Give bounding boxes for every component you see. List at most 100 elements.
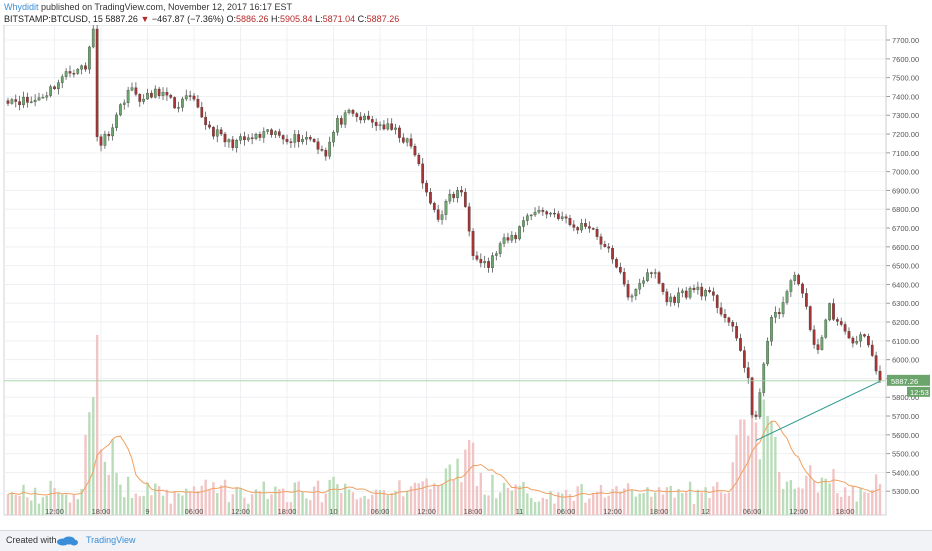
x-tick-label: 9 [145, 507, 149, 516]
volume-bar [254, 489, 258, 515]
candle-body [80, 65, 83, 70]
candle-body [184, 95, 188, 100]
author-link[interactable]: Whydidit [4, 2, 39, 12]
candle-body [289, 141, 293, 143]
volume-bar [797, 487, 800, 515]
volume-bar [747, 435, 750, 515]
volume-bar [216, 493, 219, 515]
candle-body [208, 124, 211, 128]
candle-body [471, 231, 475, 256]
price-chart[interactable]: 5300.00 5400.00 5500.00 5600.00 5700.00 5800.… [0, 25, 932, 519]
y-tick-label: 5700.00 [892, 412, 919, 421]
candle-body [494, 253, 498, 256]
y-tick-label: 7200.00 [892, 130, 919, 139]
candle-body [18, 101, 21, 106]
change-label: −467.87 (−7.36%) [151, 14, 224, 24]
volume-bar [727, 492, 731, 515]
volume-bar [836, 493, 839, 515]
volume-bar [673, 497, 676, 515]
candle-body [150, 92, 153, 98]
volume-bar [115, 472, 118, 515]
volume-bar [623, 488, 626, 515]
volume-bar [824, 478, 827, 515]
candle-body [859, 334, 862, 342]
candle-body [351, 109, 355, 114]
candle-body [867, 335, 870, 346]
candle-body [564, 216, 568, 219]
candle-body [785, 291, 789, 303]
ohlc-legend: BITSTAMP:BTCUSD, 15 5887.26 ▼ −467.87 (−… [4, 14, 399, 24]
candle-body [855, 341, 859, 344]
candle-body [630, 295, 634, 298]
candle-body [572, 224, 576, 228]
candle-body [107, 133, 111, 137]
volume-bar [464, 449, 467, 515]
volume-bar [619, 491, 622, 515]
trendline [755, 380, 881, 441]
volume-bar [146, 482, 149, 515]
candle-body [781, 302, 785, 315]
candle-body [270, 129, 273, 135]
candle-body [324, 150, 328, 157]
volume-bar [642, 493, 645, 515]
volume-bar [130, 498, 134, 515]
volume-bar [510, 490, 514, 515]
candle-body [103, 133, 107, 146]
y-tick-label: 7100.00 [892, 149, 919, 158]
volume-bar [595, 491, 599, 515]
candle-body [138, 94, 142, 102]
candle-body [355, 113, 359, 117]
candle-body [715, 295, 719, 308]
candle-body [576, 227, 580, 231]
candle-body [525, 215, 529, 221]
volume-bar [45, 495, 48, 515]
candle-body [719, 307, 723, 315]
candle-body [591, 228, 595, 230]
x-tick-label: 18:00 [278, 507, 297, 516]
volume-bar [61, 494, 64, 515]
candle-body [53, 86, 56, 90]
volume-bar [669, 485, 672, 515]
volume-bar [626, 483, 630, 515]
volume-bar [169, 503, 172, 515]
countdown-label: 12:53 [910, 388, 929, 397]
volume-bar [363, 495, 366, 515]
candle-body [839, 321, 843, 325]
candle-body [99, 136, 103, 146]
candle-body [805, 293, 808, 307]
candle-body [607, 246, 611, 249]
plot-border [3, 25, 887, 516]
volume-bar [564, 489, 568, 515]
candle-body [88, 46, 91, 70]
volume-bar [281, 488, 285, 515]
volume-bar [708, 497, 711, 515]
candle-body [227, 139, 231, 143]
volume-bar [700, 492, 703, 515]
candle-body [243, 136, 246, 141]
volume-bar [580, 484, 583, 515]
volume-bar [126, 476, 130, 515]
volume-bar [219, 485, 223, 515]
candle-body [545, 211, 549, 215]
candle-body [560, 216, 564, 219]
volume-bar [712, 486, 715, 515]
candle-body [801, 283, 804, 294]
close-label: C: [357, 14, 367, 24]
y-tick-label: 7000.00 [892, 168, 919, 177]
volume-bar [529, 497, 533, 515]
candle-body [37, 97, 41, 101]
close-value: 5887.26 [366, 14, 400, 24]
candle-body [301, 139, 304, 142]
candle-body [754, 414, 758, 417]
candle-body [704, 290, 707, 297]
candle-body [142, 98, 145, 102]
volume-bar [545, 499, 548, 515]
candle-body [673, 296, 676, 303]
candle-body [266, 129, 270, 132]
x-tick-label: 12:00 [231, 507, 250, 516]
tradingview-link[interactable]: TradingView [86, 535, 136, 545]
volume-bar [778, 471, 781, 515]
candle-body [700, 286, 704, 297]
volume-bar [154, 483, 157, 515]
volume-bar [828, 483, 831, 515]
